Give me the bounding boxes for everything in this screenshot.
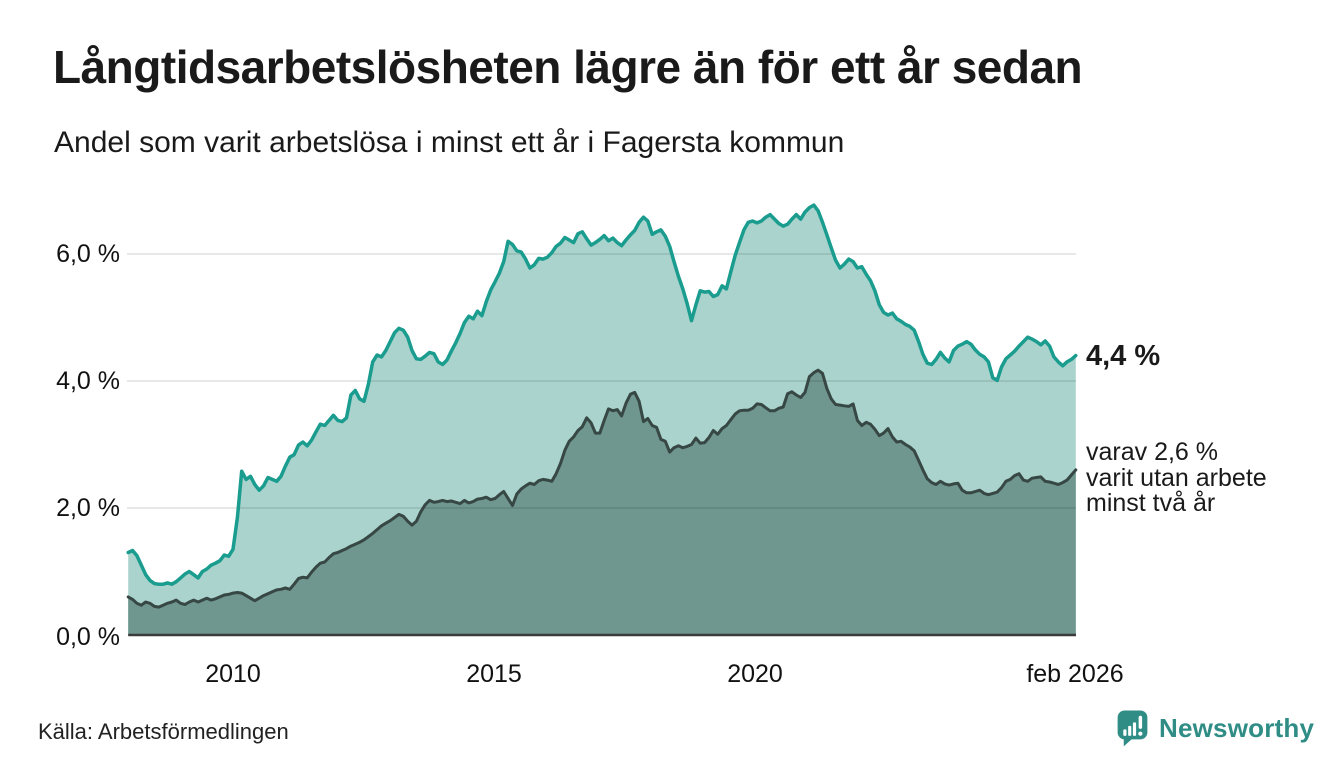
- x-axis-tick: feb 2026: [1026, 660, 1124, 688]
- y-axis-tick: 2,0 %: [56, 494, 120, 522]
- x-axis-tick: 2020: [727, 660, 783, 688]
- annotation-line: varit utan arbete: [1086, 463, 1267, 492]
- y-axis-tick: 0,0 %: [56, 623, 120, 651]
- newsworthy-logo-icon: [1117, 710, 1148, 747]
- x-axis-tick: 2015: [466, 660, 522, 688]
- series-area-1: [128, 370, 1076, 635]
- bar-icon: [1132, 722, 1137, 736]
- source-credit: Källa: Arbetsförmedlingen: [38, 719, 289, 744]
- annotation-line: minst två år: [1086, 489, 1216, 517]
- page-subtitle: Andel som varit arbetslösa i minst ett å…: [54, 126, 845, 159]
- secondary-series-annotation: varav 2,6 % varit utan arbete minst två …: [1086, 438, 1267, 517]
- x-axis-tick: 2010: [205, 660, 261, 688]
- page-title: Långtidsarbetslösheten lägre än för ett …: [53, 41, 1083, 93]
- exclamation-icon: [1138, 715, 1143, 729]
- latest-value-label: 4,4 %: [1086, 340, 1161, 372]
- bar-icon: [1128, 725, 1132, 736]
- newsworthy-logo[interactable]: Newsworthy: [1115, 708, 1314, 748]
- series-line-0: [126, 203, 1078, 586]
- bar-icon: [1123, 729, 1127, 736]
- brand-name: Newsworthy: [1159, 712, 1315, 743]
- series-line-1: [126, 368, 1078, 609]
- y-axis-tick: 6,0 %: [56, 240, 120, 268]
- annotation-line: varav 2,6 %: [1086, 438, 1219, 466]
- y-axis-tick: 4,0 %: [56, 367, 120, 395]
